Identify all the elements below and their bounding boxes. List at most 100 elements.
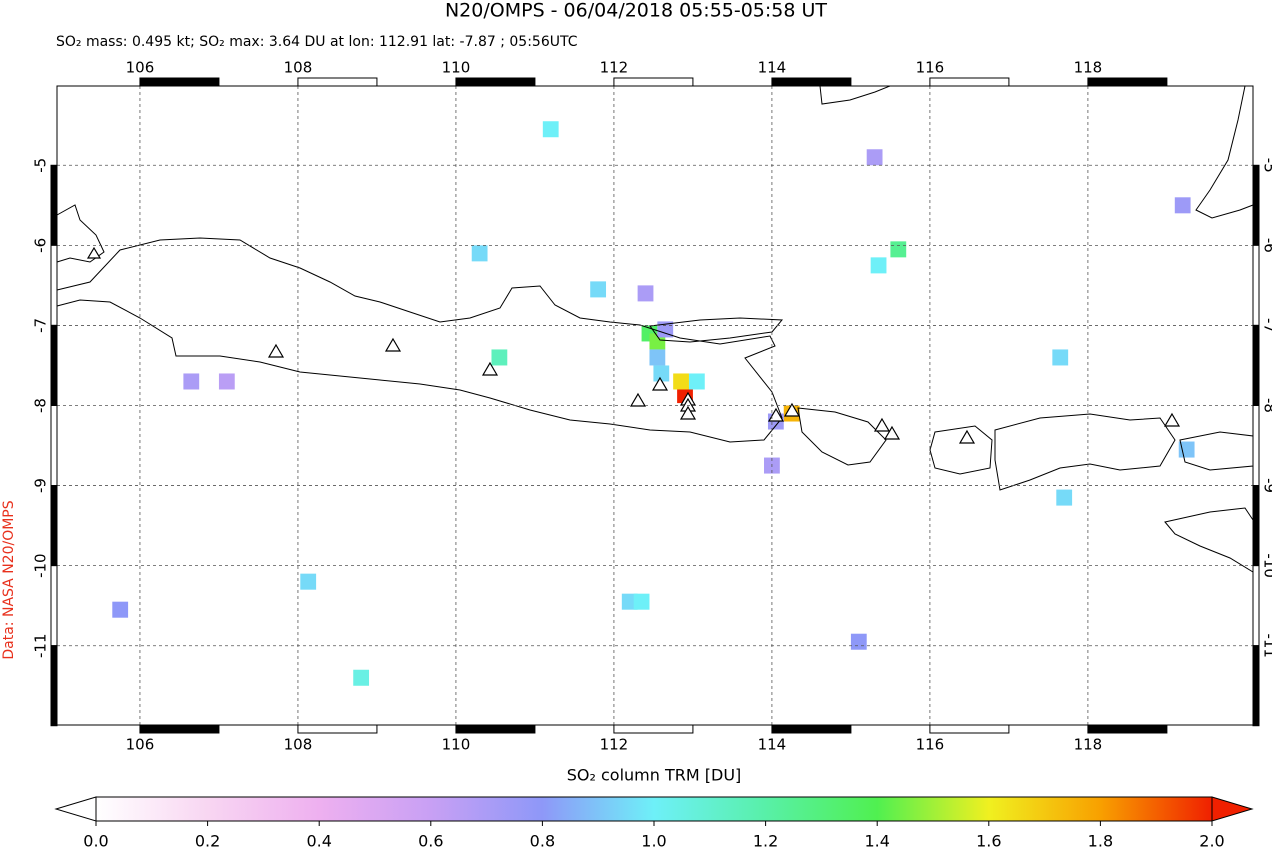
colorbar-over: [1211, 796, 1254, 822]
y-tick-bar: [1252, 405, 1260, 486]
so2-pixel: [637, 285, 654, 302]
volcano: [679, 405, 697, 420]
y-tick-label: -11: [1261, 633, 1272, 658]
y-tick-label: -6: [32, 238, 50, 253]
x-tick-bar: [455, 77, 536, 87]
volcano: [267, 343, 285, 358]
volcano: [651, 376, 669, 391]
y-tick-bar: [1252, 324, 1260, 406]
x-tick-bar: [1087, 77, 1168, 87]
so2-pixel: [688, 373, 705, 390]
y-tick-bar: [50, 324, 58, 406]
y-tick-bar: [1252, 485, 1260, 567]
y-tick-label: -5: [32, 158, 50, 173]
y-tick-bar: [1252, 645, 1260, 727]
so2-pixel: [1056, 489, 1073, 506]
coast-borneo: [819, 85, 891, 105]
so2-pixel: [633, 593, 650, 610]
volcano: [1163, 412, 1181, 427]
x-tick-bar: [139, 77, 220, 87]
x-tick-label: 118: [1074, 736, 1103, 754]
so2-pixel: [590, 281, 607, 298]
y-tick-bar: [1252, 565, 1260, 647]
x-tick-label: 114: [758, 736, 787, 754]
x-tick-label: 108: [284, 736, 313, 754]
volcano: [958, 429, 976, 444]
y-tick-bar: [50, 405, 58, 486]
y-tick-label: -7: [1261, 318, 1272, 333]
colorbar-tick-label: 0.0: [83, 832, 108, 851]
volcano: [384, 337, 402, 352]
colorbar-label: SO₂ column TRM [DU]: [567, 766, 742, 785]
y-tick-bar: [1252, 244, 1260, 326]
subtitle: SO₂ mass: 0.495 kt; SO₂ max: 3.64 DU at …: [56, 34, 578, 50]
credit: Data: NASA N20/OMPS: [1, 500, 17, 659]
volcano: [86, 246, 102, 259]
x-tick-label: 110: [442, 59, 471, 77]
y-tick-bar: [50, 565, 58, 647]
colorbar-tick-label: 0.6: [418, 832, 443, 851]
so2-pixel: [218, 373, 235, 390]
y-tick-label: -8: [32, 398, 50, 413]
y-tick-label: -10: [1261, 553, 1272, 578]
pixels: [112, 121, 1195, 686]
so2-pixel: [866, 149, 883, 166]
colorbar-tick-label: 0.2: [195, 832, 220, 851]
colorbar-under: [54, 796, 97, 822]
volcanoes: [86, 246, 1181, 444]
colorbar-tick-label: 1.2: [753, 832, 778, 851]
coast-sulawesi: [1195, 85, 1254, 219]
coast-sumatra: [56, 204, 105, 263]
x-tick-label: 110: [442, 736, 471, 754]
y-tick-label: -6: [1261, 238, 1272, 253]
x-tick-bar: [1087, 724, 1168, 734]
so2-pixel: [183, 373, 200, 390]
volcano: [481, 361, 499, 376]
x-tick-label: 116: [916, 736, 945, 754]
y-tick-bar: [50, 164, 58, 246]
x-tick-bar: [139, 724, 220, 734]
x-tick-bar: [297, 724, 378, 734]
y-tick-bar: [50, 645, 58, 727]
x-tick-bar: [771, 77, 852, 87]
y-tick-label: -10: [32, 553, 50, 578]
coast-sumba: [1164, 507, 1254, 573]
so2-pixel: [300, 573, 317, 590]
volcano: [767, 407, 785, 422]
x-tick-label: 112: [600, 59, 629, 77]
so2-pixel: [1174, 197, 1191, 214]
x-tick-label: 118: [1074, 59, 1103, 77]
x-tick-label: 114: [758, 59, 787, 77]
volcano: [883, 425, 901, 440]
x-tick-bar: [297, 77, 378, 87]
colorbar-tick-label: 1.4: [864, 832, 889, 851]
x-tick-label: 106: [126, 59, 155, 77]
y-tick-bar: [50, 485, 58, 567]
coastlines: [56, 85, 1254, 573]
x-tick-bar: [771, 724, 852, 734]
so2-pixel: [542, 121, 559, 138]
volcano: [783, 402, 801, 417]
so2-pixel: [1052, 349, 1069, 366]
coast-sumbawa: [994, 413, 1176, 491]
colorbar-tick-label: 1.6: [976, 832, 1001, 851]
y-tick-label: -5: [1261, 158, 1272, 173]
title: N20/OMPS - 06/04/2018 05:55-05:58 UT: [445, 0, 827, 22]
so2-pixel: [653, 365, 670, 382]
colorbar-tick-label: 0.8: [530, 832, 555, 851]
colorbar-tick-label: 1.8: [1088, 832, 1113, 851]
y-tick-bar: [1252, 164, 1260, 246]
x-tick-bar: [929, 77, 1010, 87]
y-tick-label: -9: [1261, 478, 1272, 493]
so2-pixel: [649, 349, 666, 366]
colorbar: [95, 796, 1213, 822]
x-tick-label: 112: [600, 736, 629, 754]
so2-pixel: [112, 601, 129, 618]
so2-pixel: [491, 349, 508, 366]
coast-bali: [797, 407, 887, 466]
y-tick-label: -11: [32, 633, 50, 658]
y-tick-label: -9: [32, 478, 50, 493]
x-tick-label: 106: [126, 736, 155, 754]
x-tick-bar: [613, 77, 694, 87]
